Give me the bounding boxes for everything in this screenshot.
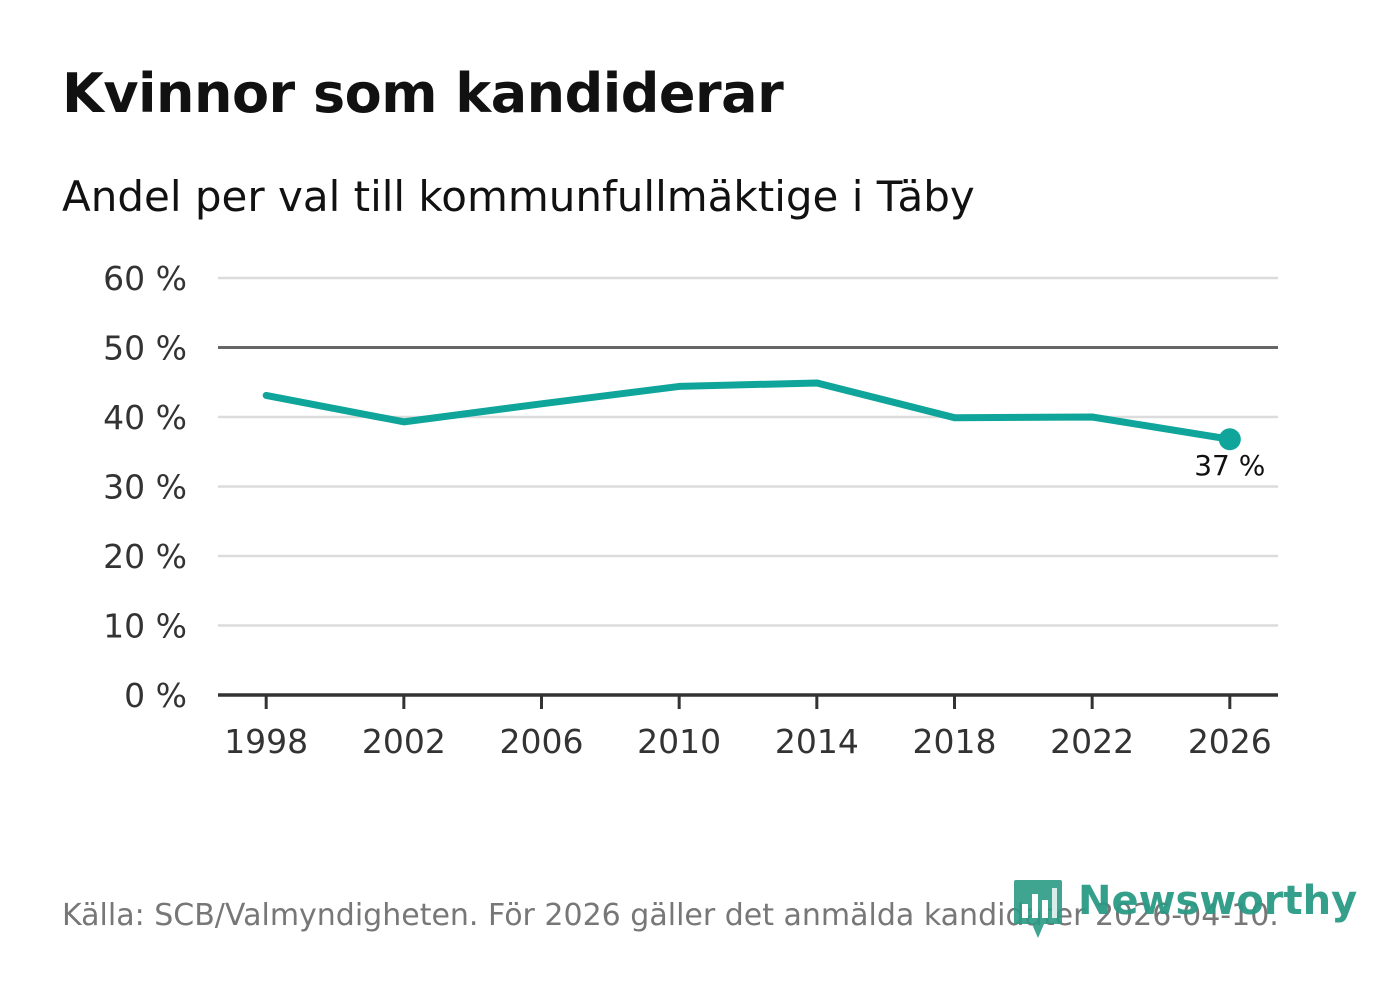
x-tick-label: 2006 (500, 722, 584, 761)
x-tick-label: 2018 (913, 722, 997, 761)
y-tick-label: 30 % (103, 468, 187, 507)
y-tick-label: 0 % (124, 676, 187, 715)
chart-title: Kvinnor som kandiderar (62, 62, 784, 125)
y-tick-label: 40 % (103, 398, 187, 437)
y-axis-ticks: 0 % 10 % 20 % 30 % 40 % 50 % 60 % (103, 259, 187, 715)
y-tick-label: 60 % (103, 259, 187, 298)
last-point-label: 37 % (1194, 449, 1265, 482)
brand-name: Newsworthy (1078, 878, 1358, 924)
source-note: Källa: SCB/Valmyndigheten. För 2026 gäll… (62, 898, 1279, 933)
last-data-point (1218, 428, 1241, 451)
y-tick-label: 50 % (103, 329, 187, 368)
x-tick-label: 2002 (362, 722, 446, 761)
x-tick-label: 1998 (224, 722, 308, 761)
x-tick-label: 2014 (775, 722, 859, 761)
newsworthy-logo-icon (1014, 880, 1062, 938)
y-tick-label: 10 % (103, 607, 187, 646)
x-tick-label: 2026 (1188, 722, 1272, 761)
y-tick-label: 20 % (103, 537, 187, 576)
series-layer: 37 % (262, 379, 1265, 482)
x-tick-label: 2022 (1050, 722, 1134, 761)
series-line (262, 379, 1234, 443)
chart-subtitle: Andel per val till kommunfullmäktige i T… (62, 172, 975, 221)
gridlines (218, 276, 1278, 627)
x-tick-label: 2010 (637, 722, 721, 761)
x-axis: 1998 2002 2006 2010 2014 2018 2022 2026 (218, 693, 1278, 761)
